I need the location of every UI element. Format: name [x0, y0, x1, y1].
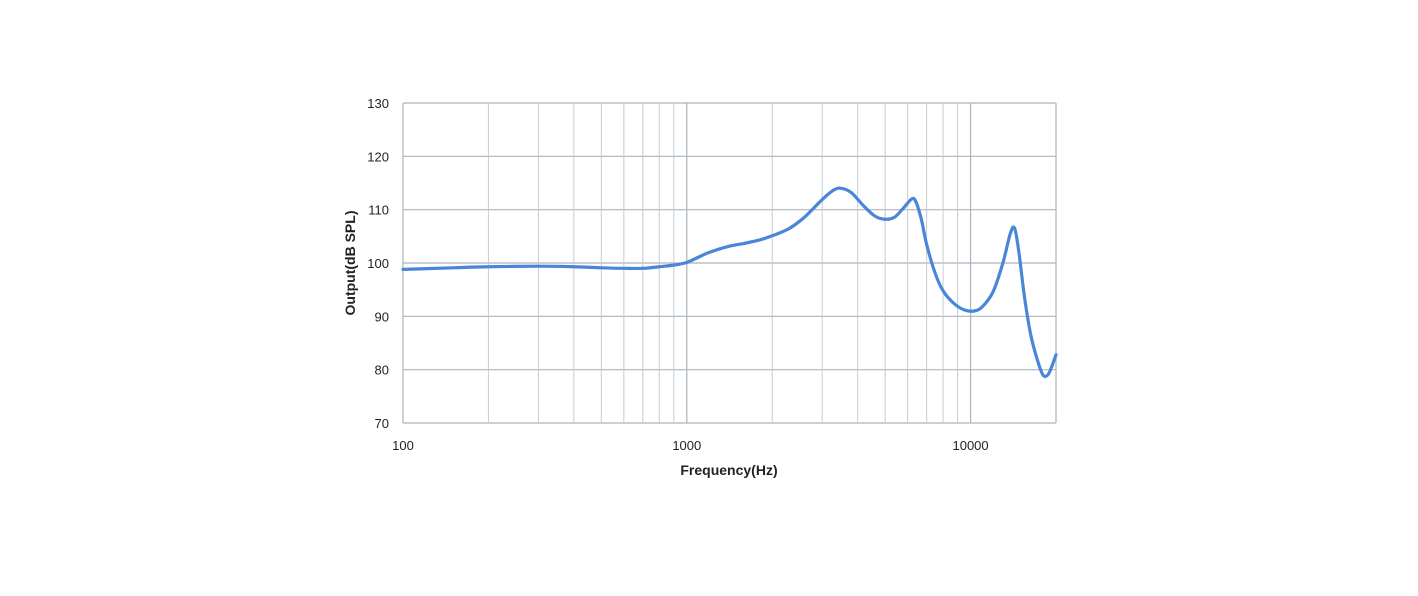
x-tick-label: 1000	[672, 438, 701, 453]
grid	[402, 102, 1057, 424]
y-tick-label: 70	[375, 416, 389, 431]
y-tick-label: 80	[375, 363, 389, 378]
x-tick-label: 100	[392, 438, 414, 453]
y-tick-label: 120	[367, 149, 389, 164]
y-tick-label: 130	[367, 96, 389, 111]
y-axis-title: Output(dB SPL)	[342, 211, 358, 316]
x-axis-title: Frequency(Hz)	[680, 462, 777, 478]
x-tick-label: 10000	[952, 438, 988, 453]
y-tick-label: 90	[375, 309, 389, 324]
series-layer	[401, 186, 1058, 379]
y-tick-label: 100	[367, 256, 389, 271]
y-tick-label: 110	[368, 203, 389, 218]
tick-labels: 70 80 90 100 110 120 130 100 1000 10000	[367, 96, 988, 453]
series-line	[401, 186, 1058, 379]
